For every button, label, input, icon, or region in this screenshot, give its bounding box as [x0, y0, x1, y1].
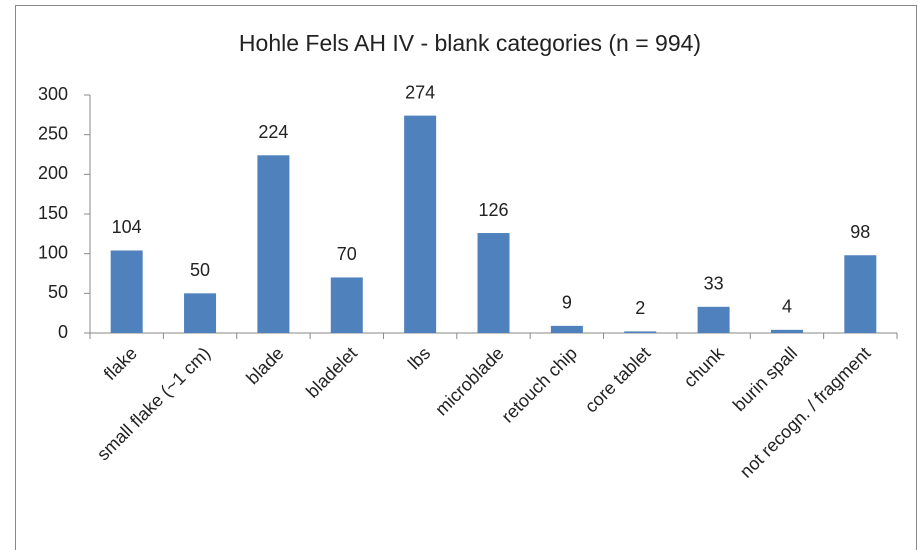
bar — [844, 255, 877, 333]
chart-frame — [15, 5, 917, 550]
value-label: 33 — [704, 274, 724, 294]
bar — [697, 306, 730, 333]
bar — [184, 293, 217, 333]
y-tick-label: 150 — [38, 203, 68, 223]
value-label: 2 — [635, 298, 645, 318]
chart-title: Hohle Fels AH IV - blank categories (n =… — [239, 30, 701, 56]
bar — [550, 325, 583, 333]
y-tick-label: 250 — [38, 123, 68, 143]
value-label: 98 — [850, 222, 870, 242]
bar — [404, 115, 437, 333]
bar — [770, 329, 803, 333]
value-label: 9 — [562, 293, 572, 313]
bar — [110, 250, 143, 333]
bar — [330, 277, 363, 333]
y-tick-label: 200 — [38, 163, 68, 183]
value-label: 70 — [337, 244, 357, 264]
bar — [624, 331, 657, 333]
value-label: 50 — [190, 260, 210, 280]
value-label: 274 — [405, 82, 435, 102]
y-tick-label: 100 — [38, 242, 68, 262]
value-label: 224 — [258, 122, 288, 142]
y-tick-label: 300 — [38, 84, 68, 104]
value-label: 104 — [112, 217, 142, 237]
value-label: 4 — [782, 297, 792, 317]
bar — [257, 155, 290, 333]
value-label: 126 — [478, 200, 508, 220]
y-tick-label: 50 — [48, 282, 68, 302]
y-tick-label: 0 — [58, 322, 68, 342]
bar — [477, 233, 510, 333]
